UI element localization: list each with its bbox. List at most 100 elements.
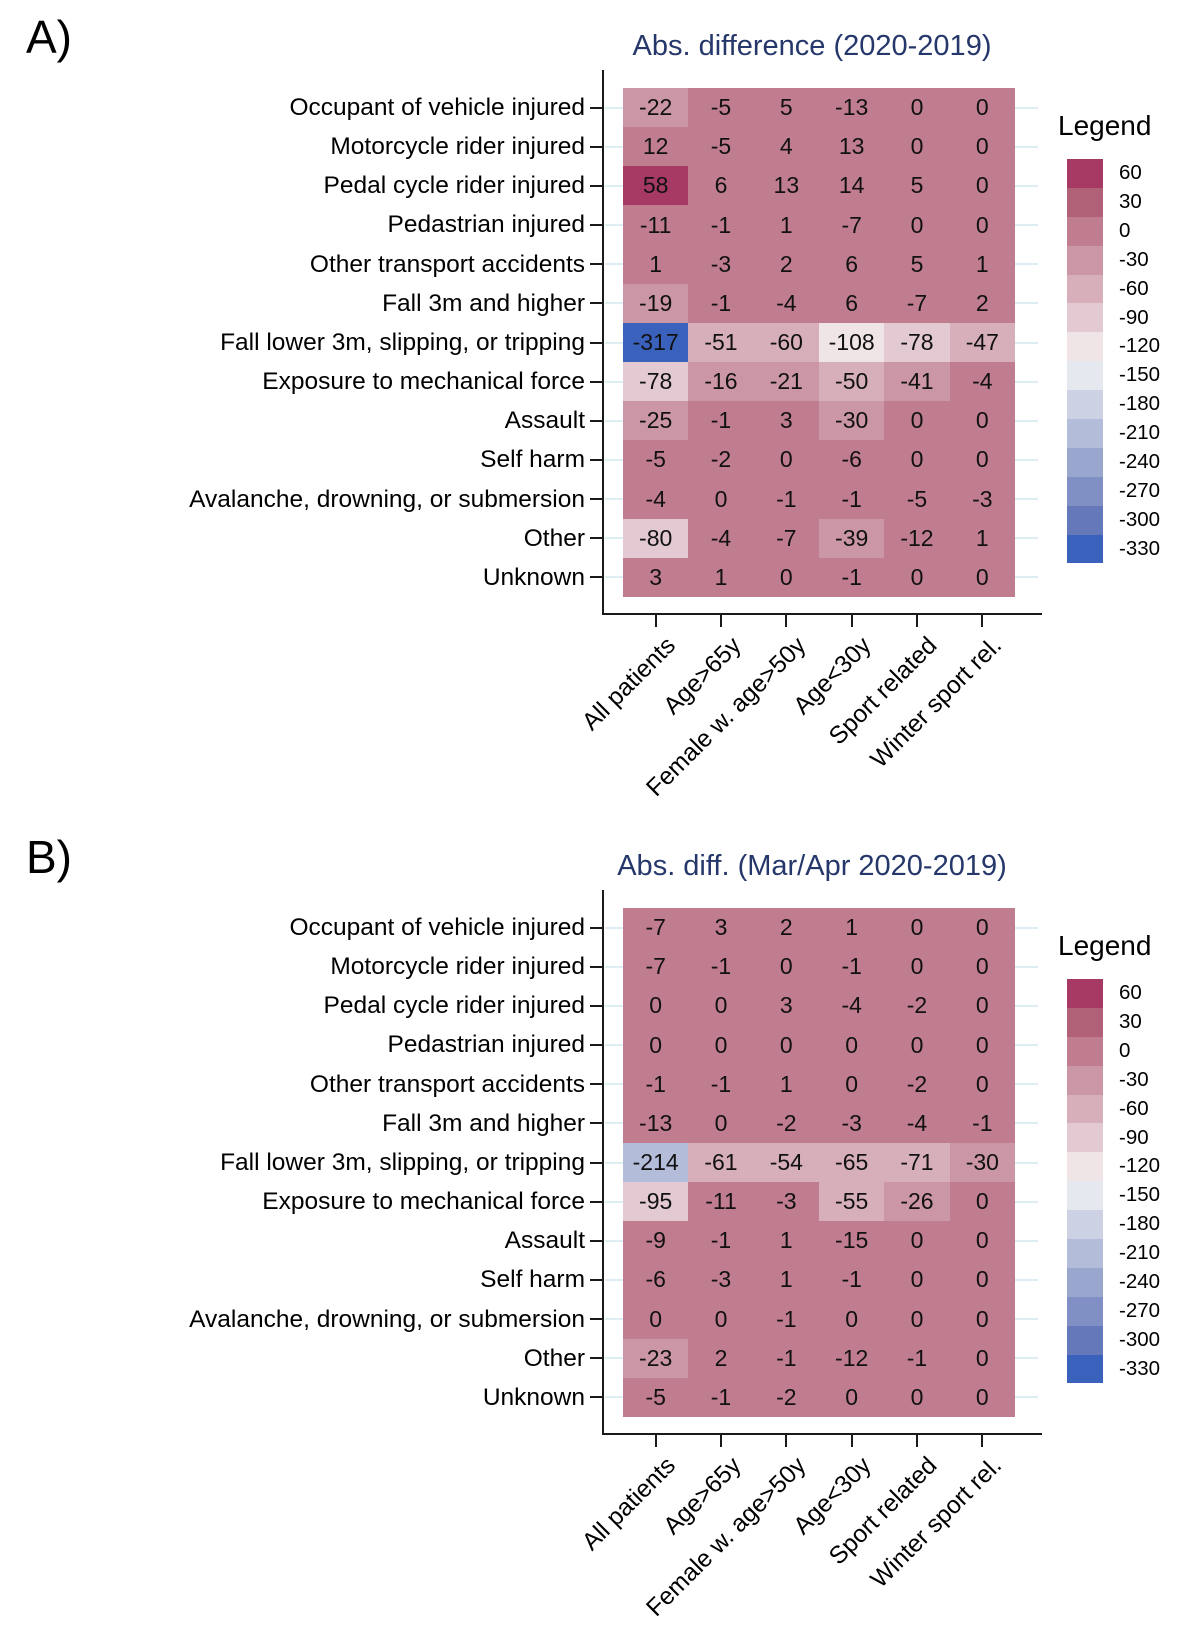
heatmap-cell: -30 (819, 401, 885, 441)
legend-label: -180 (1119, 1212, 1161, 1236)
legend-label: -90 (1119, 305, 1149, 329)
column-label: All patients (576, 632, 681, 736)
heatmap-cell: 0 (949, 1338, 1015, 1378)
column-label: All patients (576, 1452, 681, 1556)
heatmap-cell: 6 (819, 244, 885, 284)
heatmap-cell: -3 (819, 1103, 885, 1143)
heatmap-cell: 6 (819, 283, 885, 323)
row-label: Fall 3m and higher (382, 1109, 585, 1137)
x-axis-line (602, 613, 1042, 615)
heatmap-cell: 0 (688, 1299, 754, 1339)
legend-colorbar (1067, 979, 1103, 1384)
heatmap-cell: 0 (688, 1025, 754, 1065)
legend-label: -120 (1119, 1154, 1161, 1178)
legend-swatch (1067, 1239, 1103, 1268)
row-label: Other (523, 1344, 585, 1372)
y-tick-mark (590, 419, 603, 422)
legend-label: -150 (1119, 1183, 1161, 1207)
heatmap-cell: -80 (623, 518, 689, 558)
heatmap-cell: 0 (949, 1221, 1015, 1261)
heatmap-cell: -11 (688, 1182, 754, 1222)
panel-a-title: Abs. difference (2020-2019) (632, 30, 992, 62)
legend-swatch (1067, 390, 1103, 420)
y-tick-mark (590, 1083, 603, 1086)
heatmap-cell: -71 (884, 1142, 950, 1183)
heatmap-cell: -5 (688, 88, 754, 128)
heatmap-cell: -1 (688, 1064, 754, 1104)
x-tick-mark (654, 1435, 657, 1447)
heatmap-cell: -41 (884, 362, 950, 402)
row-label: Occupant of vehicle injured (289, 94, 585, 121)
y-tick-mark (590, 106, 603, 109)
heatmap-cell: 0 (949, 557, 1015, 597)
x-tick-mark (981, 615, 984, 627)
heatmap-cell: -3 (949, 479, 1015, 519)
row-label: Fall lower 3m, slipping, or tripping (220, 328, 585, 356)
heatmap-grid: -22 -5 5 -13 0 0 12 -5 4 13 0 0 58 6 13 14 5 0 -11 -1 1 -7 0 0 1… (623, 88, 1015, 597)
heatmap-cell: 1 (949, 244, 1015, 284)
heatmap-cell: 4 (753, 127, 819, 167)
heatmap-cell: 2 (688, 1338, 754, 1378)
heatmap-cell: 0 (688, 986, 754, 1026)
y-axis-line (602, 70, 604, 615)
legend-label: 30 (1119, 1009, 1142, 1033)
heatmap-cell: 0 (949, 947, 1015, 987)
heatmap-cell: -3 (688, 1260, 754, 1300)
heatmap-cell: -15 (819, 1221, 885, 1261)
row-label: Assault (504, 1227, 585, 1255)
row-label: Other (523, 524, 585, 552)
heatmap-cell: 5 (884, 244, 950, 284)
heatmap-cell: -13 (819, 88, 885, 128)
legend-label: -90 (1119, 1125, 1149, 1149)
heatmap-cell: -26 (884, 1182, 950, 1222)
heatmap-cell: -7 (819, 205, 885, 245)
legend-swatch (1067, 216, 1103, 246)
heatmap-cell: -1 (688, 1221, 754, 1261)
heatmap-cell: -1 (753, 479, 819, 519)
heatmap-cell: 0 (623, 1299, 689, 1339)
row-label: Pedastrian injured (387, 211, 585, 239)
heatmap-cell: 0 (753, 1025, 819, 1065)
heatmap-cell: -1 (753, 1338, 819, 1378)
legend-label: 60 (1119, 161, 1142, 184)
row-label: Avalanche, drowning, or submersion (189, 485, 585, 513)
y-tick-mark (590, 458, 603, 461)
heatmap-cell: 0 (819, 1377, 885, 1417)
y-tick-mark (590, 184, 603, 187)
heatmap-cell: 6 (688, 166, 754, 206)
heatmap-cell: 0 (884, 205, 950, 245)
heatmap-cell: 3 (753, 986, 819, 1026)
x-axis-line (602, 1433, 1042, 1435)
heatmap-cell: 2 (753, 244, 819, 284)
heatmap-cell: 0 (949, 908, 1015, 948)
heatmap-cell: -25 (623, 401, 689, 441)
heatmap-cell: -13 (623, 1103, 689, 1143)
heatmap-cell: 0 (884, 88, 950, 128)
legend-swatch (1067, 476, 1103, 506)
y-tick-mark (590, 965, 603, 968)
heatmap-cell: -21 (753, 362, 819, 402)
heatmap-cell: -2 (753, 1377, 819, 1417)
heatmap-cell: 0 (949, 1377, 1015, 1417)
y-tick-mark (590, 537, 603, 540)
legend-label: -120 (1119, 334, 1161, 358)
heatmap-cell: 1 (753, 205, 819, 245)
y-tick-mark (590, 1239, 603, 1242)
heatmap-cell: 1 (949, 518, 1015, 558)
y-tick-mark (590, 1396, 603, 1399)
heatmap-cell: -4 (623, 479, 689, 519)
row-label: Occupant of vehicle injured (289, 914, 585, 941)
heatmap-cell: -6 (819, 440, 885, 480)
heatmap-cell: -4 (753, 283, 819, 323)
heatmap-cell: 3 (753, 401, 819, 441)
row-label: Fall lower 3m, slipping, or tripping (220, 1148, 585, 1176)
heatmap-cell: 0 (949, 205, 1015, 245)
legend-swatch (1067, 1152, 1103, 1182)
legend-swatch (1067, 1296, 1103, 1326)
heatmap-cell: 0 (949, 1299, 1015, 1339)
heatmap-cell: 1 (753, 1260, 819, 1300)
legend-label: -180 (1119, 392, 1161, 416)
heatmap-cell: 1 (819, 908, 885, 948)
x-tick-mark (719, 615, 722, 627)
